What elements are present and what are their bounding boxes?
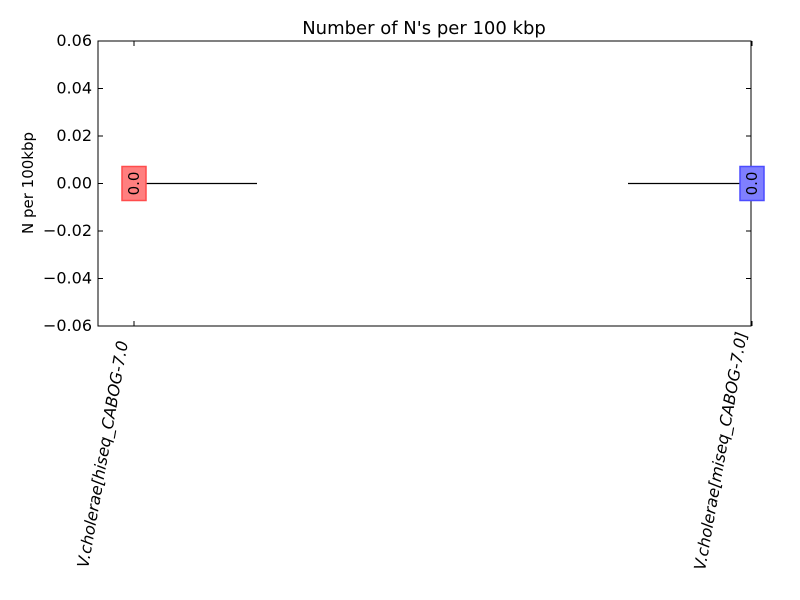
y-tick-label: −0.04 (43, 269, 92, 288)
x-category-label: V.cholerae[miseq_CABOG-7.0] (690, 330, 752, 571)
y-tick-label: 0.00 (56, 174, 92, 193)
y-tick-label: 0.06 (56, 31, 92, 50)
bar (739, 165, 765, 202)
y-tick-label: −0.02 (43, 221, 92, 240)
y-tick-label: −0.06 (43, 316, 92, 335)
y-tick-label: 0.04 (56, 79, 92, 98)
bar-value-label: 0.0 (125, 172, 143, 196)
plot-area: 0.06 0.04 0.02 0.00 −0.02 −0.04 −0.06 0.0 0.0 V.c… (43, 31, 765, 572)
y-tick-label: 0.02 (56, 126, 92, 145)
bar-value-label: 0.0 (743, 172, 761, 196)
bar (121, 165, 147, 202)
x-category-label: V.cholerae[hiseq_CABOG-7.0 (73, 339, 133, 569)
chart-title: Number of N's per 100 kbp (302, 18, 546, 39)
y-axis-label: N per 100kbp (19, 132, 37, 234)
